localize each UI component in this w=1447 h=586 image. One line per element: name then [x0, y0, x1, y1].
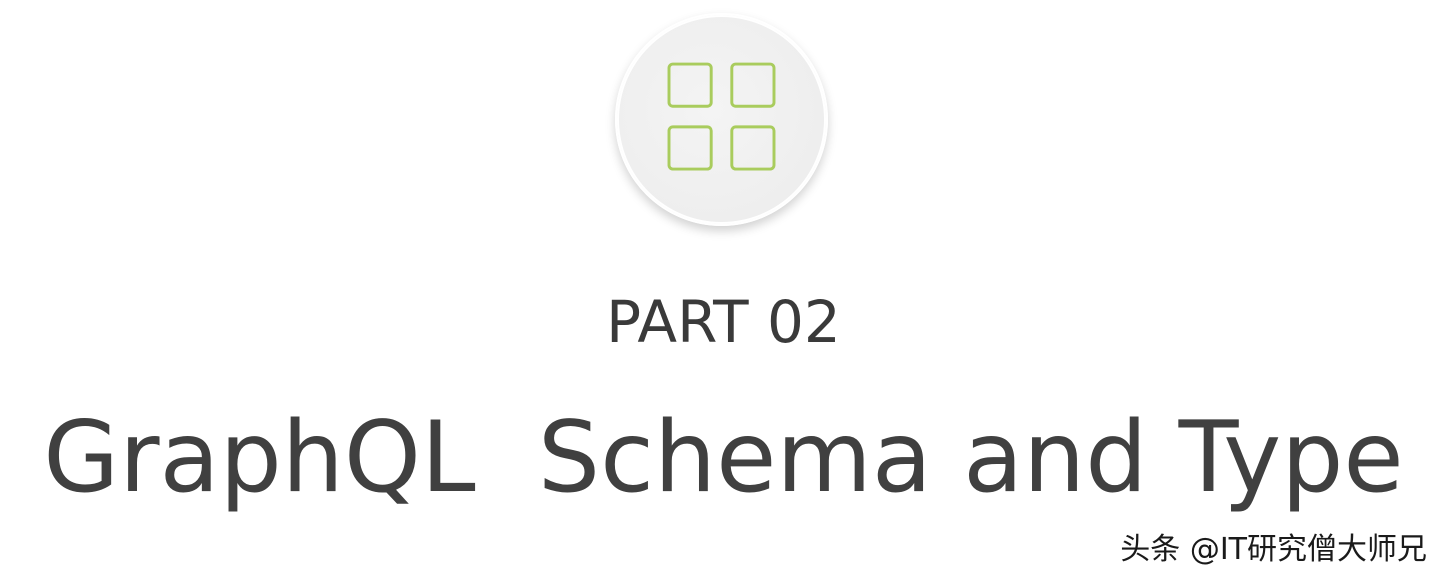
part-label: PART 02 [606, 288, 841, 356]
slide-title: GraphQL Schema and Type [43, 401, 1404, 515]
grid-four-squares-icon [667, 62, 776, 171]
icon-circle [615, 13, 828, 226]
watermark: 头条 @IT研究僧大师兄 [1120, 532, 1427, 567]
